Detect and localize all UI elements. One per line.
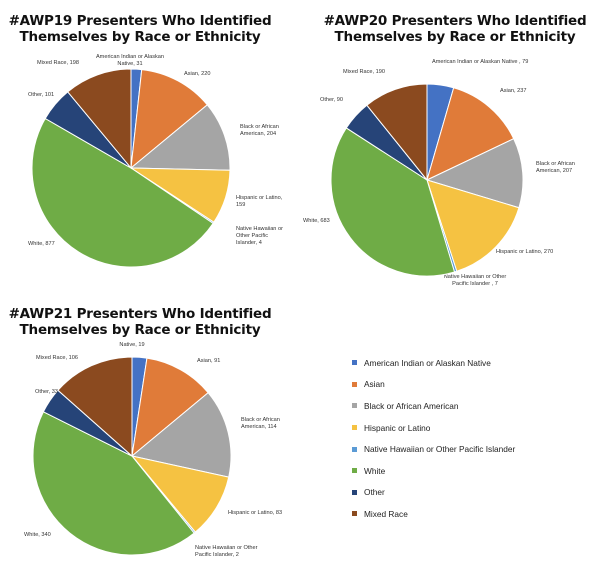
data-label-asian: Asian, 220	[184, 71, 210, 77]
data-label-mixed-race: Mixed Race, 198	[37, 60, 79, 66]
legend-label: Hispanic or Latino	[364, 422, 431, 433]
legend-swatch	[352, 446, 357, 452]
chart-title-awp19: #AWP19 Presenters Who Identified Themsel…	[0, 13, 280, 45]
chart-title-awp20: #AWP20 Presenters Who Identified Themsel…	[310, 13, 600, 45]
legend-swatch	[352, 511, 357, 517]
data-label-other: Other, 101	[28, 92, 54, 98]
chart-title-awp19-line-2: Themselves by Race or Ethnicity	[19, 29, 261, 45]
data-label-black: Black or African American, 204	[240, 124, 279, 137]
data-label-mixed-race: Mixed Race, 190	[343, 69, 385, 75]
legend-item-white: White	[352, 460, 592, 482]
legend-swatch	[352, 489, 357, 495]
data-label-white: White, 877	[28, 241, 55, 247]
pie-slice-mixed-race	[67, 68, 132, 170]
pie-slice-black	[130, 391, 232, 478]
data-label-american-indian: American Indian or Alaskan Native, 31	[96, 54, 164, 67]
pie-slice-mixed-race	[366, 83, 428, 182]
chart-title-awp21-line-1: #AWP21 Presenters Who Identified	[8, 306, 272, 322]
pie-chart-awp21: Native, 19 Asian, 91 Black or African Ameri…	[24, 342, 282, 558]
legend-item-american-indian: American Indian or Alaskan Native	[352, 352, 592, 374]
legend-label: American Indian or Alaskan Native	[364, 357, 491, 368]
chart-panel-awp21: #AWP21 Presenters Who Identified Themsel…	[0, 290, 300, 574]
legend-item-native-hawaiian: Native Hawaiian or Other Pacific Islande…	[352, 438, 592, 460]
chart-title-awp20-line-1: #AWP20 Presenters Who Identified	[323, 13, 587, 29]
data-label-american-indian: Native, 19	[119, 342, 144, 348]
legend-item-mixed-race: Mixed Race	[352, 503, 592, 525]
data-label-black: Black or African American, 207	[536, 161, 575, 174]
legend-swatch	[352, 403, 357, 409]
data-label-other: Other, 90	[320, 97, 343, 103]
data-label-hispanic: Hispanic or Latino, 159	[236, 195, 283, 208]
pie-slice-white	[31, 117, 214, 268]
pie-slice-mixed-race	[57, 356, 133, 458]
data-label-other: Other, 33	[35, 389, 58, 395]
data-label-native-hawaiian: Native Hawaiian or Other Pacific Islander…	[444, 274, 507, 287]
legend-item-other: Other	[352, 482, 592, 504]
legend-swatch	[352, 468, 357, 474]
legend-label: Asian	[364, 379, 385, 390]
legend-swatch	[352, 425, 357, 431]
data-label-native-hawaiian: Native Hawaiian or Other Pacific Islander…	[195, 545, 258, 558]
data-label-hispanic: Hispanic or Latino, 270	[496, 249, 553, 255]
legend-swatch	[352, 360, 357, 366]
data-label-native-hawaiian: Native Hawaiian or Other Pacific Islander,…	[236, 226, 283, 246]
chart-title-awp21: #AWP21 Presenters Who Identified Themsel…	[0, 306, 280, 338]
data-label-white: White, 340	[24, 532, 51, 538]
chart-panel-awp19: #AWP19 Presenters Who Identified Themsel…	[0, 0, 300, 290]
data-label-american-indian: American Indian or Alaskan Native , 79	[432, 59, 528, 65]
pie-slice-hispanic	[426, 179, 520, 272]
legend-swatch	[352, 381, 357, 387]
legend-item-hispanic: Hispanic or Latino	[352, 417, 592, 439]
data-label-mixed-race: Mixed Race, 106	[36, 355, 78, 361]
chart-title-awp20-line-2: Themselves by Race or Ethnicity	[334, 29, 576, 45]
data-label-white: White, 683	[303, 218, 330, 224]
pie-slice-white	[32, 411, 195, 556]
legend-label: Mixed Race	[364, 508, 408, 519]
chart-legend: American Indian or Alaskan Native Asian …	[352, 352, 592, 525]
legend-item-black: Black or African American	[352, 395, 592, 417]
legend-label: Black or African American	[364, 400, 459, 411]
chart-panel-awp20: #AWP20 Presenters Who Identified Themsel…	[300, 0, 600, 295]
pie-chart-awp20: American Indian or Alaskan Native , 79 As…	[303, 59, 575, 287]
pie-slice-black	[129, 104, 231, 171]
data-label-asian: Asian, 91	[197, 358, 220, 364]
legend-label: Other	[364, 487, 385, 498]
pie-slice-asian	[131, 357, 209, 458]
data-label-black: Black or African American, 114	[241, 417, 280, 430]
legend-label: Native Hawaiian or Other Pacific Islande…	[364, 444, 516, 455]
pie-slice-white	[330, 127, 456, 277]
pie-chart-awp19: American Indian or Alaskan Native, 31 Asia…	[28, 54, 283, 268]
pie-slice-black	[425, 138, 524, 209]
chart-title-awp19-line-1: #AWP19 Presenters Who Identified	[8, 13, 272, 29]
legend-label: White	[364, 465, 386, 476]
data-label-asian: Asian, 237	[500, 88, 526, 94]
legend-item-asian: Asian	[352, 374, 592, 396]
pie-slice-asian	[130, 69, 208, 170]
data-label-hispanic: Hispanic or Latino, 83	[228, 510, 282, 516]
chart-title-awp21-line-2: Themselves by Race or Ethnicity	[19, 322, 261, 338]
pie-slice-asian	[426, 87, 515, 181]
